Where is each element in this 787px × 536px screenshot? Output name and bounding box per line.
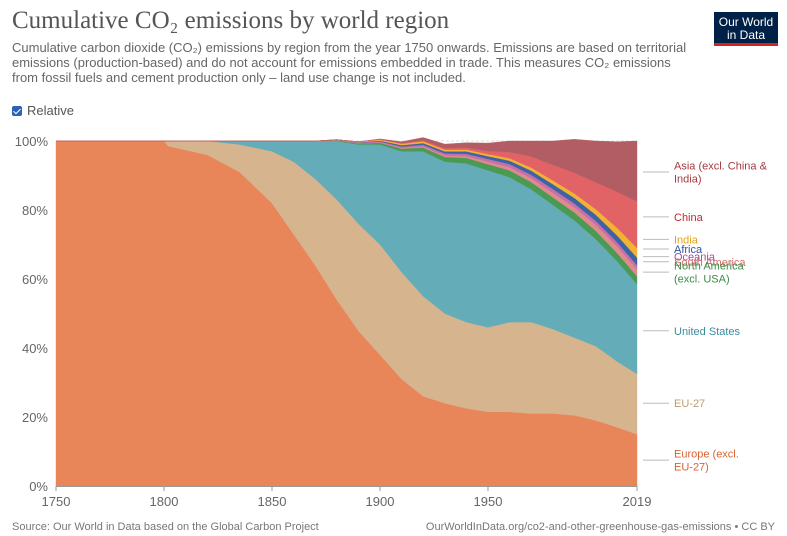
- legend-item[interactable]: South America: [643, 257, 746, 269]
- logo-line-1: Our World: [718, 15, 774, 29]
- x-tick-label: 2019: [623, 494, 652, 509]
- y-tick-label: 100%: [15, 134, 49, 149]
- logo-line-2: in Data: [726, 28, 766, 42]
- x-tick-label: 1750: [42, 494, 71, 509]
- legend-item[interactable]: North America(excl. USA): [643, 261, 745, 286]
- legend: Asia (excl. China &India) China IndiaAfric…: [643, 161, 768, 474]
- y-tick-label: 0%: [29, 479, 48, 494]
- x-tick-label: 1800: [150, 494, 179, 509]
- license-link[interactable]: OurWorldInData.org/co2-and-other-greenho…: [425, 521, 775, 533]
- legend-item[interactable]: United States: [643, 326, 741, 338]
- legend-item[interactable]: India: [643, 234, 699, 246]
- relative-toggle[interactable]: Relative: [12, 103, 74, 118]
- x-tick-label: 1950: [474, 494, 503, 509]
- legend-label: Europe (excl.: [674, 449, 739, 461]
- relative-toggle-label: Relative: [27, 103, 74, 118]
- x-tick-label: 1900: [366, 494, 395, 509]
- x-axis: 1750 1800 1850 1900 1950 2019: [42, 486, 652, 509]
- y-axis: 0% 20% 40% 60% 80% 100%: [15, 134, 49, 494]
- legend-label: Africa: [674, 244, 703, 256]
- legend-label: EU-27): [674, 462, 709, 474]
- chart-title: Cumulative CO₂ emissions by world region: [12, 7, 450, 34]
- legend-label: India): [674, 174, 702, 186]
- legend-label: India: [674, 234, 699, 246]
- x-tick-label: 1850: [258, 494, 287, 509]
- source-note[interactable]: Source: Our World in Data based on the G…: [12, 521, 319, 533]
- legend-item[interactable]: Oceania: [643, 252, 716, 264]
- y-tick-label: 80%: [22, 203, 48, 218]
- legend-label: China: [674, 212, 704, 224]
- legend-label: Oceania: [674, 252, 716, 264]
- area-series: [55, 137, 638, 487]
- legend-item[interactable]: Asia (excl. China &India): [643, 161, 768, 186]
- legend-item[interactable]: EU-27: [643, 398, 705, 410]
- legend-label: Asia (excl. China &: [674, 161, 768, 173]
- owid-logo[interactable]: Our World in Data: [714, 12, 778, 46]
- chart-subtitle: Cumulative carbon dioxide (CO₂) emission…: [12, 40, 687, 85]
- area-asia-excl-china-india[interactable]: [56, 137, 638, 202]
- legend-item[interactable]: Europe (excl.EU-27): [643, 449, 739, 474]
- logo-accent-bar: [714, 43, 778, 46]
- legend-label: South America: [674, 257, 746, 269]
- legend-item[interactable]: Africa: [643, 244, 703, 256]
- legend-label: North America: [674, 261, 745, 273]
- legend-label: (excl. USA): [674, 274, 730, 286]
- legend-label: EU-27: [674, 398, 705, 410]
- y-tick-label: 60%: [22, 272, 48, 287]
- y-tick-label: 40%: [22, 341, 48, 356]
- legend-label: United States: [674, 326, 741, 338]
- legend-item[interactable]: China: [643, 212, 704, 224]
- checkbox-checked-icon[interactable]: [12, 105, 22, 116]
- y-tick-label: 20%: [22, 410, 48, 425]
